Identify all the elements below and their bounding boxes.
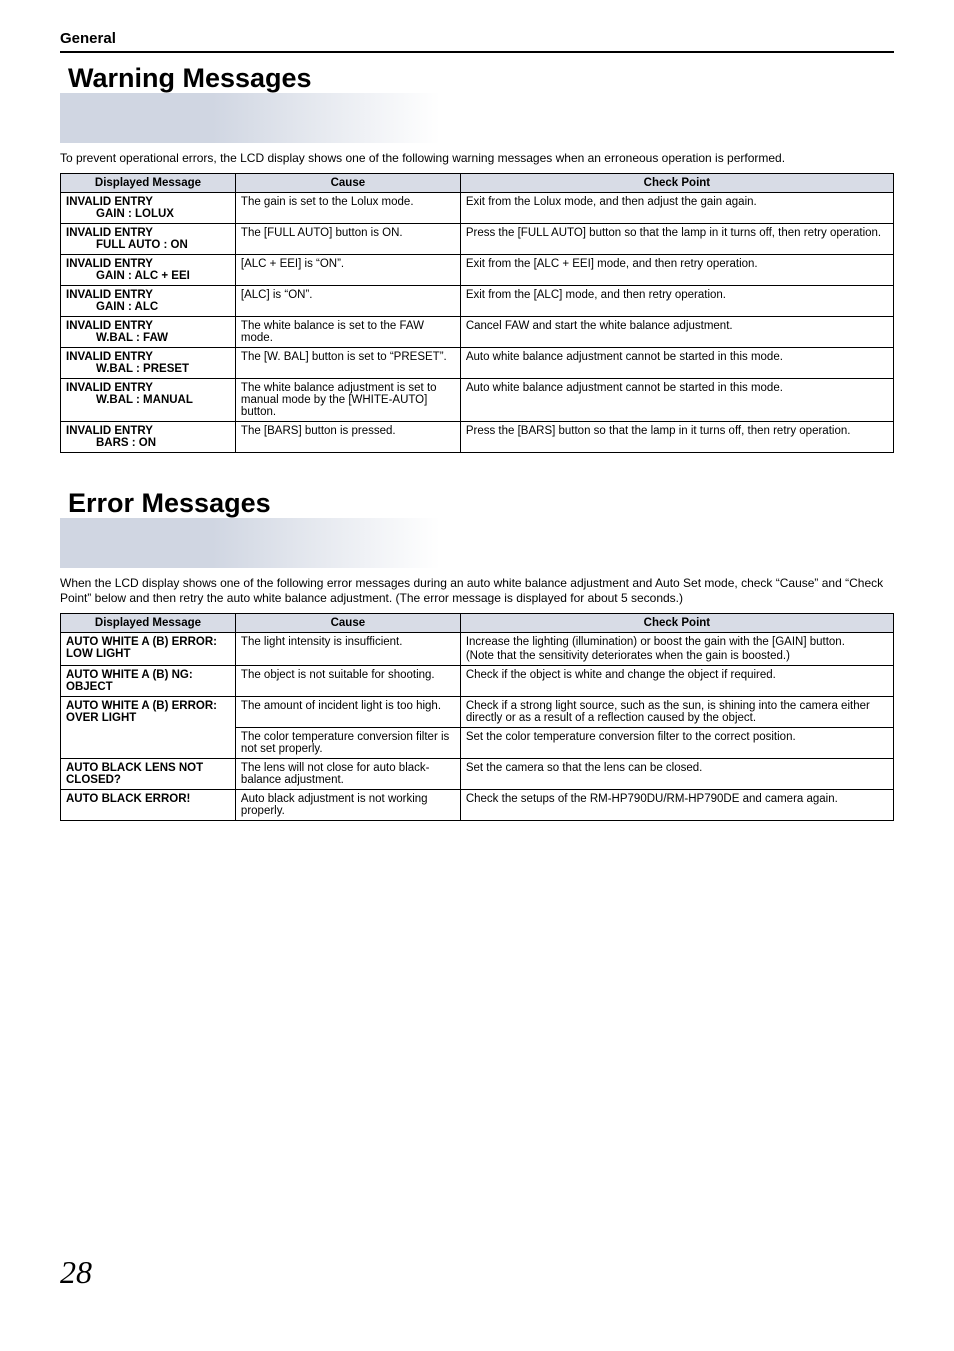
error-title: Error Messages — [68, 488, 271, 519]
check-cell: Cancel FAW and start the white balance a… — [460, 316, 893, 347]
table-row: AUTO BLACK LENS NOT CLOSED?The lens will… — [61, 758, 894, 789]
msg-cell: AUTO BLACK LENS NOT CLOSED? — [61, 758, 236, 789]
error-title-container: Error Messages — [60, 488, 894, 568]
cause-cell: The color temperature conversion filter … — [235, 727, 460, 758]
table-row: INVALID ENTRYGAIN : ALC[ALC] is “ON”.Exi… — [61, 285, 894, 316]
check-cell: Check if a strong light source, such as … — [460, 696, 893, 727]
warning-title-container: Warning Messages — [60, 63, 894, 143]
msg-cell: AUTO BLACK ERROR! — [61, 789, 236, 820]
table-row: INVALID ENTRYW.BAL : PRESETThe [W. BAL] … — [61, 347, 894, 378]
msg-cell: AUTO WHITE A (B) ERROR: LOW LIGHT — [61, 632, 236, 665]
table-row: AUTO BLACK ERROR!Auto black adjustment i… — [61, 789, 894, 820]
cause-cell: The light intensity is insufficient. — [235, 632, 460, 665]
check-cell: Exit from the Lolux mode, and then adjus… — [460, 192, 893, 223]
cause-cell: The object is not suitable for shooting. — [235, 665, 460, 696]
cause-cell: The white balance adjustment is set to m… — [235, 378, 460, 421]
check-cell: Increase the lighting (illumination) or … — [460, 632, 893, 665]
msg-cell: INVALID ENTRYGAIN : ALC + EEI — [61, 254, 236, 285]
msg-cell: INVALID ENTRYBARS : ON — [61, 421, 236, 452]
msg-cell: INVALID ENTRYW.BAL : MANUAL — [61, 378, 236, 421]
cause-cell: The lens will not close for auto black-b… — [235, 758, 460, 789]
col-header-check: Check Point — [460, 613, 893, 632]
table-row: INVALID ENTRYW.BAL : MANUALThe white bal… — [61, 378, 894, 421]
check-cell: Auto white balance adjustment cannot be … — [460, 347, 893, 378]
warning-title: Warning Messages — [68, 63, 312, 94]
cause-cell: The gain is set to the Lolux mode. — [235, 192, 460, 223]
section-header: General — [60, 30, 894, 49]
table-row: AUTO WHITE A (B) ERROR: LOW LIGHTThe lig… — [61, 632, 894, 665]
msg-cell: INVALID ENTRYFULL AUTO : ON — [61, 223, 236, 254]
error-intro: When the LCD display shows one of the fo… — [60, 576, 894, 607]
divider — [60, 51, 894, 53]
msg-cell: AUTO WHITE A (B) NG: OBJECT — [61, 665, 236, 696]
table-row: INVALID ENTRYW.BAL : FAWThe white balanc… — [61, 316, 894, 347]
check-cell: Press the [BARS] button so that the lamp… — [460, 421, 893, 452]
msg-cell: INVALID ENTRYGAIN : ALC — [61, 285, 236, 316]
cause-cell: The amount of incident light is too high… — [235, 696, 460, 727]
check-cell: Check if the object is white and change … — [460, 665, 893, 696]
table-row: INVALID ENTRYGAIN : LOLUXThe gain is set… — [61, 192, 894, 223]
page-number: 28 — [60, 1254, 92, 1291]
cause-cell: The [W. BAL] button is set to “PRESET”. — [235, 347, 460, 378]
check-cell: Press the [FULL AUTO] button so that the… — [460, 223, 893, 254]
check-cell: Exit from the [ALC] mode, and then retry… — [460, 285, 893, 316]
table-header-row: Displayed Message Cause Check Point — [61, 173, 894, 192]
check-cell: Set the camera so that the lens can be c… — [460, 758, 893, 789]
error-title-bg — [60, 518, 440, 568]
col-header-msg: Displayed Message — [61, 173, 236, 192]
msg-cell: AUTO WHITE A (B) ERROR: OVER LIGHT — [61, 696, 236, 758]
col-header-msg: Displayed Message — [61, 613, 236, 632]
msg-cell: INVALID ENTRYW.BAL : FAW — [61, 316, 236, 347]
cause-cell: Auto black adjustment is not working pro… — [235, 789, 460, 820]
cause-cell: The white balance is set to the FAW mode… — [235, 316, 460, 347]
check-cell: Exit from the [ALC + EEI] mode, and then… — [460, 254, 893, 285]
table-row: AUTO WHITE A (B) NG: OBJECTThe object is… — [61, 665, 894, 696]
msg-cell: INVALID ENTRYGAIN : LOLUX — [61, 192, 236, 223]
cause-cell: The [FULL AUTO] button is ON. — [235, 223, 460, 254]
msg-cell: INVALID ENTRYW.BAL : PRESET — [61, 347, 236, 378]
col-header-cause: Cause — [235, 173, 460, 192]
warning-table: Displayed Message Cause Check Point INVA… — [60, 173, 894, 453]
warning-intro: To prevent operational errors, the LCD d… — [60, 151, 894, 167]
table-header-row: Displayed Message Cause Check Point — [61, 613, 894, 632]
check-cell: Auto white balance adjustment cannot be … — [460, 378, 893, 421]
cause-cell: [ALC] is “ON”. — [235, 285, 460, 316]
col-header-check: Check Point — [460, 173, 893, 192]
check-cell: Set the color temperature conversion fil… — [460, 727, 893, 758]
table-row: INVALID ENTRYFULL AUTO : ONThe [FULL AUT… — [61, 223, 894, 254]
check-cell: Check the setups of the RM-HP790DU/RM-HP… — [460, 789, 893, 820]
cause-cell: [ALC + EEI] is “ON”. — [235, 254, 460, 285]
col-header-cause: Cause — [235, 613, 460, 632]
table-row: INVALID ENTRYBARS : ONThe [BARS] button … — [61, 421, 894, 452]
warning-title-bg — [60, 93, 440, 143]
table-row: INVALID ENTRYGAIN : ALC + EEI[ALC + EEI]… — [61, 254, 894, 285]
cause-cell: The [BARS] button is pressed. — [235, 421, 460, 452]
table-row: AUTO WHITE A (B) ERROR: OVER LIGHTThe am… — [61, 696, 894, 727]
error-table: Displayed Message Cause Check Point AUTO… — [60, 613, 894, 821]
